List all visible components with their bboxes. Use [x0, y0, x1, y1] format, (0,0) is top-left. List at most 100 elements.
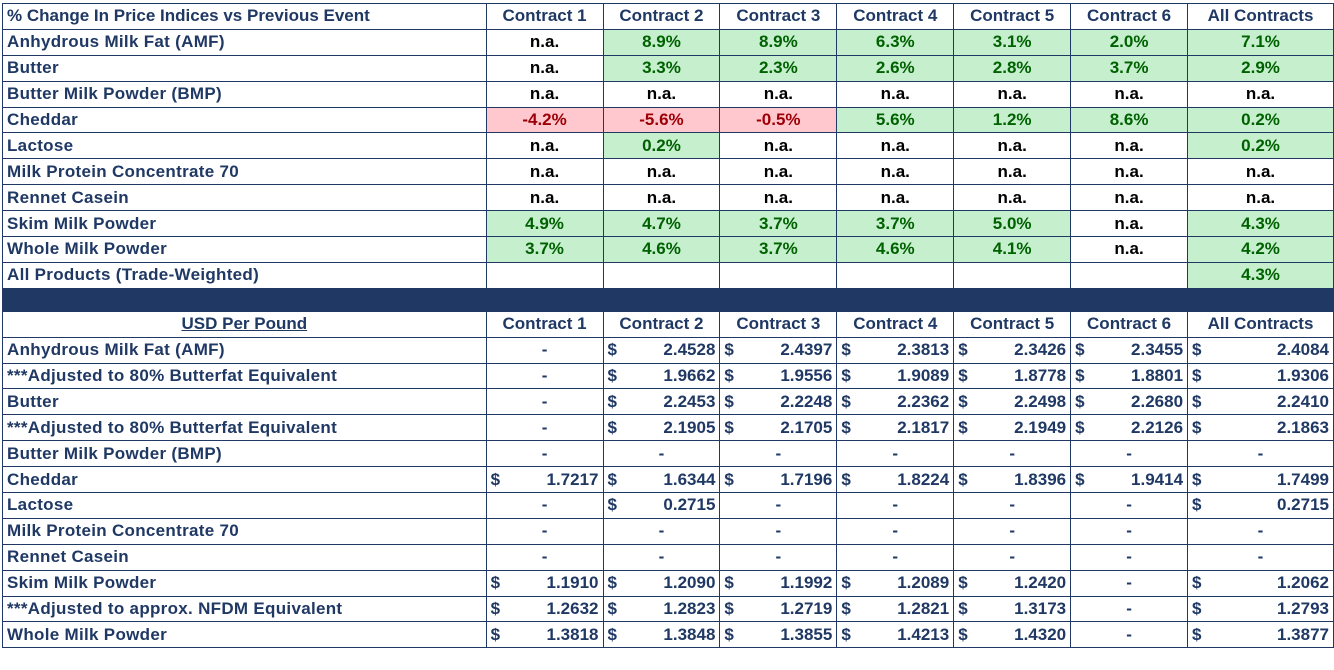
amount: 1.3173	[1014, 599, 1067, 619]
currency-symbol: $	[1192, 391, 1202, 411]
usd-value: $2.3813	[836, 336, 955, 364]
pct-value: -5.6%	[602, 106, 721, 134]
amount: 1.3818	[546, 624, 599, 644]
pct-value	[953, 261, 1072, 289]
column-header: Contract 4	[836, 310, 955, 338]
pct-value	[719, 261, 838, 289]
currency-symbol: $	[1192, 599, 1202, 619]
pct-value: 2.9%	[1187, 54, 1334, 82]
pct-value: 3.3%	[602, 54, 721, 82]
pct-value: n.a.	[719, 184, 838, 212]
currency-symbol: $	[1075, 391, 1085, 411]
pct-value: n.a.	[953, 184, 1072, 212]
amount: 1.8778	[1014, 366, 1067, 386]
amount: 1.2719	[780, 599, 833, 619]
currency-symbol: $	[490, 573, 501, 593]
pct-value: n.a.	[953, 132, 1072, 160]
pct-value: 3.7%	[719, 236, 838, 263]
usd-value: $1.7217	[485, 466, 604, 494]
usd-value: $2.1949	[953, 414, 1072, 442]
pct-value: 8.6%	[1070, 106, 1189, 134]
usd-value: $2.3426	[953, 336, 1072, 364]
usd-value: $1.1992	[719, 569, 838, 597]
amount: 1.9662	[663, 366, 716, 386]
currency-symbol: $	[490, 469, 501, 489]
usd-value: $2.2498	[953, 388, 1072, 416]
usd-value: $2.1705	[719, 414, 838, 442]
currency-symbol: $	[1192, 366, 1202, 386]
amount: 2.4084	[1277, 340, 1329, 360]
row-label: Butter	[2, 54, 487, 82]
currency-symbol: $	[841, 624, 851, 644]
currency-symbol: $	[958, 391, 968, 411]
pct-value	[836, 261, 955, 289]
pct-row: Skim Milk Powder 4.9% 4.7% 3.7% 3.7% 5.0% n.a.…	[2, 210, 1334, 238]
currency-symbol: $	[607, 417, 617, 437]
amount: 2.2453	[663, 391, 716, 411]
usd-row: ***Adjusted to 80% Butterfat Equivalent -…	[2, 362, 1334, 390]
usd-value: -	[719, 492, 838, 519]
amount: 1.9556	[780, 366, 833, 386]
amount: 1.8396	[1014, 469, 1067, 489]
usd-value: $2.4528	[602, 336, 721, 364]
pct-value: 8.9%	[602, 28, 721, 56]
usd-value: -	[719, 440, 838, 468]
currency-symbol: $	[490, 599, 501, 619]
pct-value: n.a.	[485, 28, 604, 56]
usd-value: $1.3173	[953, 595, 1072, 623]
currency-symbol: $	[490, 624, 501, 644]
usd-value: -	[602, 440, 721, 468]
pct-value: n.a.	[485, 158, 604, 186]
row-label: Butter	[2, 388, 487, 416]
amount: 2.4528	[663, 340, 716, 360]
usd-value: $2.3455	[1070, 336, 1189, 364]
column-header: Contract 3	[719, 310, 838, 338]
amount: 1.2420	[1014, 573, 1067, 593]
usd-row: Rennet Casein - - - - - - -	[2, 543, 1334, 571]
pct-value: n.a.	[485, 80, 604, 108]
usd-value: -	[719, 543, 838, 571]
pct-value	[1070, 261, 1189, 289]
pct-value: 4.1%	[953, 236, 1072, 263]
amount: 1.4213	[897, 624, 950, 644]
usd-value: -	[485, 414, 604, 442]
amount: 2.2362	[897, 391, 950, 411]
usd-value: -	[836, 440, 955, 468]
pct-header-row: % Change In Price Indices vs Previous Ev…	[2, 3, 1334, 30]
pct-value: n.a.	[836, 184, 955, 212]
column-header: Contract 6	[1070, 310, 1189, 338]
usd-value: -	[836, 517, 955, 545]
currency-symbol: $	[841, 573, 851, 593]
amount: 1.3855	[780, 624, 833, 644]
currency-symbol: $	[607, 366, 617, 386]
usd-value: $1.2090	[602, 569, 721, 597]
pct-value: n.a.	[836, 132, 955, 160]
pct-value: 5.0%	[953, 210, 1072, 238]
usd-value: $2.1905	[602, 414, 721, 442]
pct-value: 3.1%	[953, 28, 1072, 56]
pct-value: n.a.	[836, 158, 955, 186]
usd-value: -	[1070, 543, 1189, 571]
row-label: Butter Milk Powder (BMP)	[2, 440, 487, 468]
usd-value: $1.2062	[1187, 569, 1334, 597]
row-label: ***Adjusted to 80% Butterfat Equivalent	[2, 414, 487, 442]
usd-value: -	[953, 543, 1072, 571]
pct-value: 1.2%	[953, 106, 1072, 134]
row-label: Skim Milk Powder	[2, 569, 487, 597]
pct-value: 8.9%	[719, 28, 838, 56]
currency-symbol: $	[724, 417, 734, 437]
column-header: All Contracts	[1187, 310, 1334, 338]
pct-value: n.a.	[602, 158, 721, 186]
amount: 1.7499	[1277, 469, 1329, 489]
currency-symbol: $	[1192, 573, 1202, 593]
amount: 1.1910	[546, 573, 599, 593]
pct-value: 4.7%	[602, 210, 721, 238]
pct-row: Butter Milk Powder (BMP) n.a. n.a. n.a. n.a.…	[2, 80, 1334, 108]
currency-symbol: $	[958, 366, 968, 386]
usd-value: $1.2793	[1187, 595, 1334, 623]
currency-symbol: $	[724, 599, 734, 619]
usd-value: $2.2453	[602, 388, 721, 416]
row-label: Whole Milk Powder	[2, 236, 487, 263]
pct-value: -0.5%	[719, 106, 838, 134]
pct-value: 3.7%	[1070, 54, 1189, 82]
